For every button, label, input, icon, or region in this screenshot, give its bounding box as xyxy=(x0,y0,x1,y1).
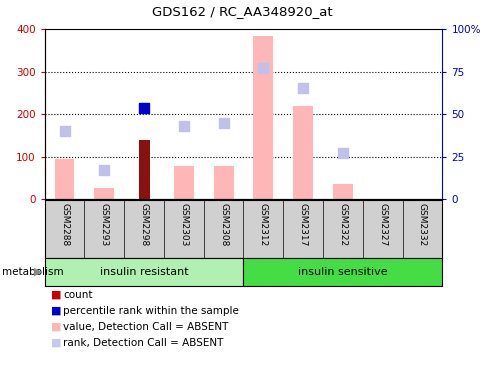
Text: ■: ■ xyxy=(50,338,61,348)
Text: metabolism: metabolism xyxy=(2,267,64,277)
Text: count: count xyxy=(63,290,92,300)
Bar xyxy=(173,166,193,199)
Text: GSM2327: GSM2327 xyxy=(378,203,386,246)
Text: GSM2288: GSM2288 xyxy=(60,203,69,246)
Text: GSM2317: GSM2317 xyxy=(298,203,307,246)
Text: GSM2293: GSM2293 xyxy=(100,203,108,246)
Point xyxy=(259,65,267,71)
Point xyxy=(180,123,187,129)
Bar xyxy=(213,166,233,199)
Bar xyxy=(94,188,114,199)
Text: percentile rank within the sample: percentile rank within the sample xyxy=(63,306,239,316)
Text: GDS162 / RC_AA348920_at: GDS162 / RC_AA348920_at xyxy=(152,5,332,19)
Point xyxy=(140,105,148,111)
Bar xyxy=(54,159,75,199)
Text: value, Detection Call = ABSENT: value, Detection Call = ABSENT xyxy=(63,322,228,332)
Point xyxy=(299,85,306,91)
Text: ■: ■ xyxy=(50,322,61,332)
Point xyxy=(338,150,346,156)
Bar xyxy=(243,258,441,286)
Bar xyxy=(292,106,312,199)
Text: ■: ■ xyxy=(50,306,61,316)
Bar xyxy=(332,184,352,199)
Text: ▶: ▶ xyxy=(33,267,42,277)
Point xyxy=(219,120,227,126)
Text: GSM2298: GSM2298 xyxy=(139,203,148,246)
Text: GSM2322: GSM2322 xyxy=(338,203,347,246)
Text: rank, Detection Call = ABSENT: rank, Detection Call = ABSENT xyxy=(63,338,223,348)
Bar xyxy=(45,258,243,286)
Text: insulin resistant: insulin resistant xyxy=(100,267,188,277)
Text: GSM2308: GSM2308 xyxy=(219,203,227,246)
Point xyxy=(100,167,108,173)
Text: insulin sensitive: insulin sensitive xyxy=(298,267,387,277)
Bar xyxy=(253,36,272,199)
Text: GSM2303: GSM2303 xyxy=(179,203,188,246)
Text: GSM2332: GSM2332 xyxy=(417,203,426,246)
Text: GSM2312: GSM2312 xyxy=(258,203,267,246)
Point xyxy=(60,128,68,134)
Bar xyxy=(138,140,149,199)
Text: ■: ■ xyxy=(50,290,61,300)
